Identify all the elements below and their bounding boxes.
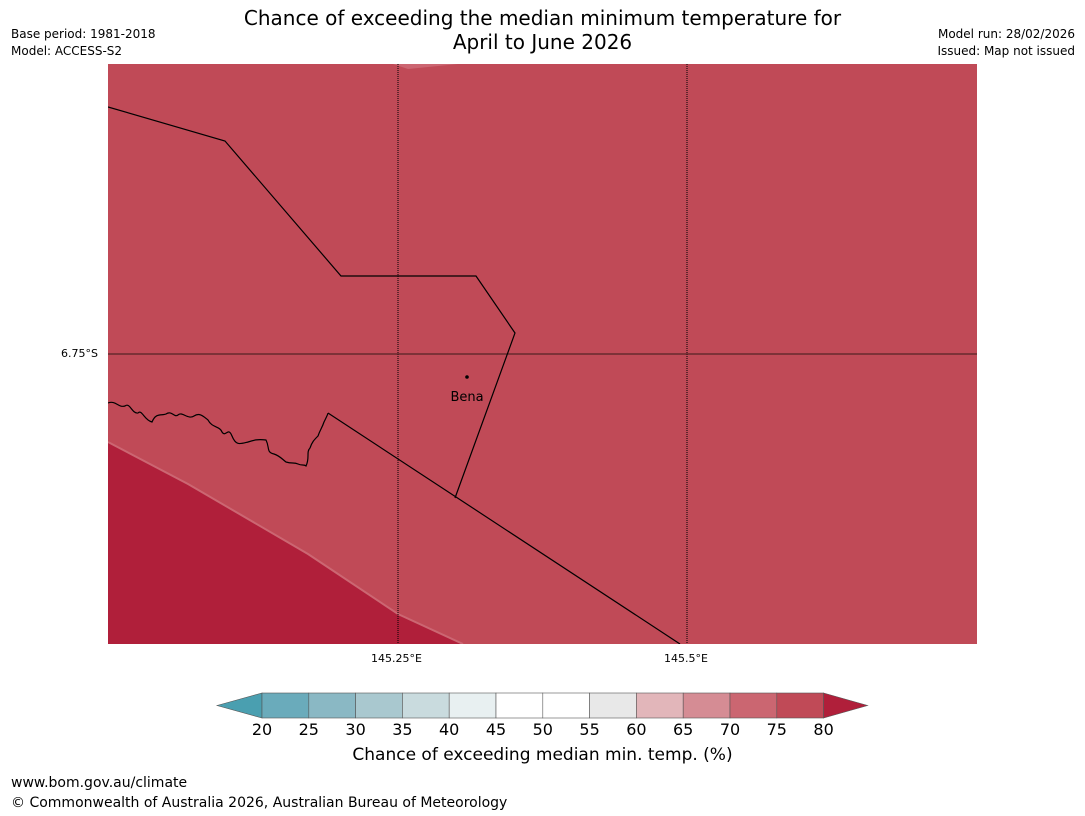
map-title: Chance of exceeding the median minimum t…: [0, 6, 1085, 54]
base-period: Base period: 1981-2018: [11, 27, 156, 41]
meta-left: Base period: 1981-2018 Model: ACCESS-S2: [11, 26, 156, 60]
colorbar-tick-label: 45: [485, 720, 507, 739]
colorbar-cell: [729, 692, 778, 719]
colorbar-cells: [215, 692, 869, 719]
footer-url: www.bom.gov.au/climate: [11, 775, 188, 791]
model-name: Model: ACCESS-S2: [11, 44, 123, 58]
colorbar-extend-high: [823, 692, 869, 719]
model-run: Model run: 28/02/2026: [937, 27, 1075, 41]
forecast-map: Bena: [108, 64, 977, 644]
colorbar-tick-label: 25: [298, 720, 319, 739]
colorbar-tick-label: 65: [673, 720, 694, 739]
colorbar-tick-label: 40: [439, 720, 460, 739]
colorbar-tick-label: 20: [251, 720, 273, 739]
title-line-1: Chance of exceeding the median minimum t…: [243, 6, 842, 30]
place-label-bena: Bena: [450, 390, 483, 405]
colorbar-label: Chance of exceeding median min. temp. (%…: [352, 745, 733, 765]
colorbar-tick-label: 35: [392, 720, 413, 739]
boundary-line-south: [327, 412, 681, 644]
colorbar-cell: [261, 692, 310, 719]
colorbar-tick-label: 60: [626, 720, 647, 739]
colorbar-cell: [448, 692, 497, 719]
high-probability-region: [108, 442, 463, 644]
lon-label-145-25: 145.25°E: [371, 652, 422, 665]
colorbar-cell: [308, 692, 356, 719]
colorbar-tick-label: 80: [813, 720, 834, 739]
title-line-2: April to June 2026: [452, 30, 633, 54]
colorbar-cell: [355, 692, 403, 719]
issued-status: Issued: Map not issued: [937, 44, 1075, 58]
colorbar-cell: [776, 692, 824, 719]
colorbar-cell: [495, 692, 544, 719]
colorbar-tick-label: 55: [579, 720, 600, 739]
boundary-line-north: [108, 106, 516, 499]
footer-copyright: © Commonwealth of Australia 2026, Austra…: [11, 795, 508, 811]
lon-label-145-5: 145.5°E: [664, 652, 708, 665]
colorbar-tick-label: 75: [766, 720, 787, 739]
colorbar-extend-low: [215, 692, 263, 719]
colorbar-tick-label: 50: [532, 720, 553, 739]
colorbar-tick-label: 30: [345, 720, 366, 739]
meta-right: Model run: 28/02/2026 Issued: Map not is…: [937, 26, 1075, 60]
colorbar-cell: [542, 692, 590, 719]
colorbar-cell: [589, 692, 637, 719]
colorbar-cell: [402, 692, 450, 719]
place-marker-bena: [465, 375, 469, 379]
boundary-line-west: [108, 401, 329, 468]
lat-label: 6.75°S: [61, 347, 98, 360]
top-region-fill: [393, 64, 458, 69]
region-edge: [108, 441, 464, 644]
colorbar-tick-label: 70: [719, 720, 741, 739]
colorbar-cell: [682, 692, 731, 719]
colorbar: [215, 692, 869, 719]
colorbar-cell: [636, 692, 684, 719]
